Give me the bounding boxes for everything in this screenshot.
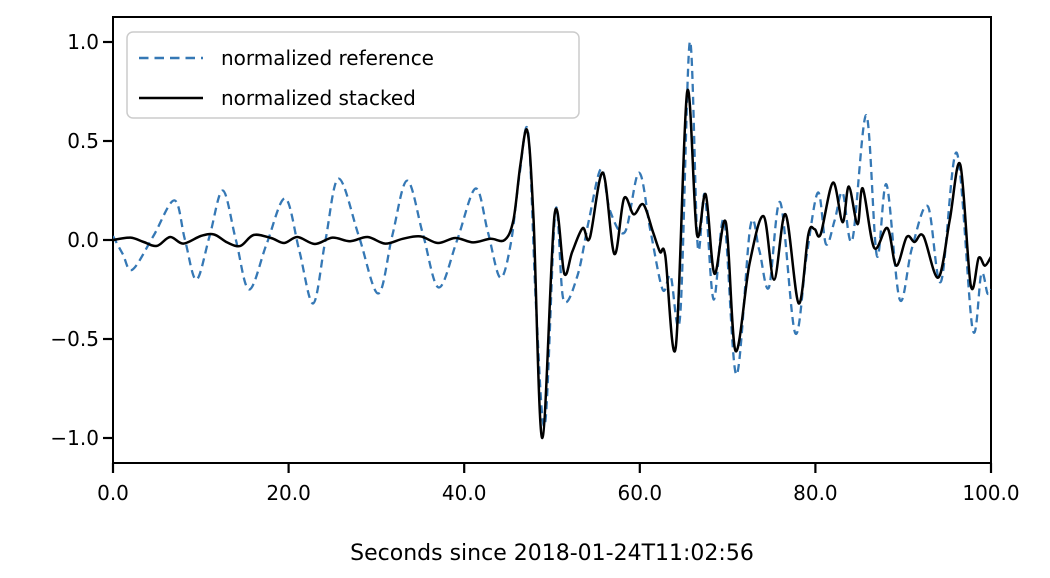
x-tick-label: 100.0 <box>962 481 1019 505</box>
y-tick-label: −0.5 <box>50 327 99 351</box>
x-tick-label: 40.0 <box>442 481 487 505</box>
y-tick-label: 1.0 <box>67 30 99 54</box>
y-tick-label: −1.0 <box>50 426 99 450</box>
legend-label-stacked: normalized stacked <box>221 86 416 110</box>
x-tick-label: 80.0 <box>793 481 838 505</box>
x-axis-tick-labels: 0.0 20.0 40.0 60.0 80.0 100.0 <box>97 481 1020 505</box>
y-axis-tick-labels: 1.0 0.5 0.0 −0.5 −1.0 <box>50 30 99 450</box>
x-axis-ticks <box>111 463 993 473</box>
x-tick-label: 20.0 <box>266 481 311 505</box>
legend-box <box>126 31 580 119</box>
y-axis-ticks <box>103 40 113 440</box>
series-group <box>113 40 991 440</box>
x-axis-label: Seconds since 2018-01-24T11:02:56 <box>350 541 754 566</box>
stacked-series-path <box>113 88 991 440</box>
x-tick-label: 60.0 <box>618 481 663 505</box>
reference-series-path <box>113 40 991 428</box>
x-tick-label: 0.0 <box>97 481 129 505</box>
y-tick-label: 0.0 <box>67 228 99 252</box>
legend: normalized reference normalized stacked <box>126 31 580 119</box>
y-tick-label: 0.5 <box>67 129 99 153</box>
legend-label-reference: normalized reference <box>221 46 434 70</box>
